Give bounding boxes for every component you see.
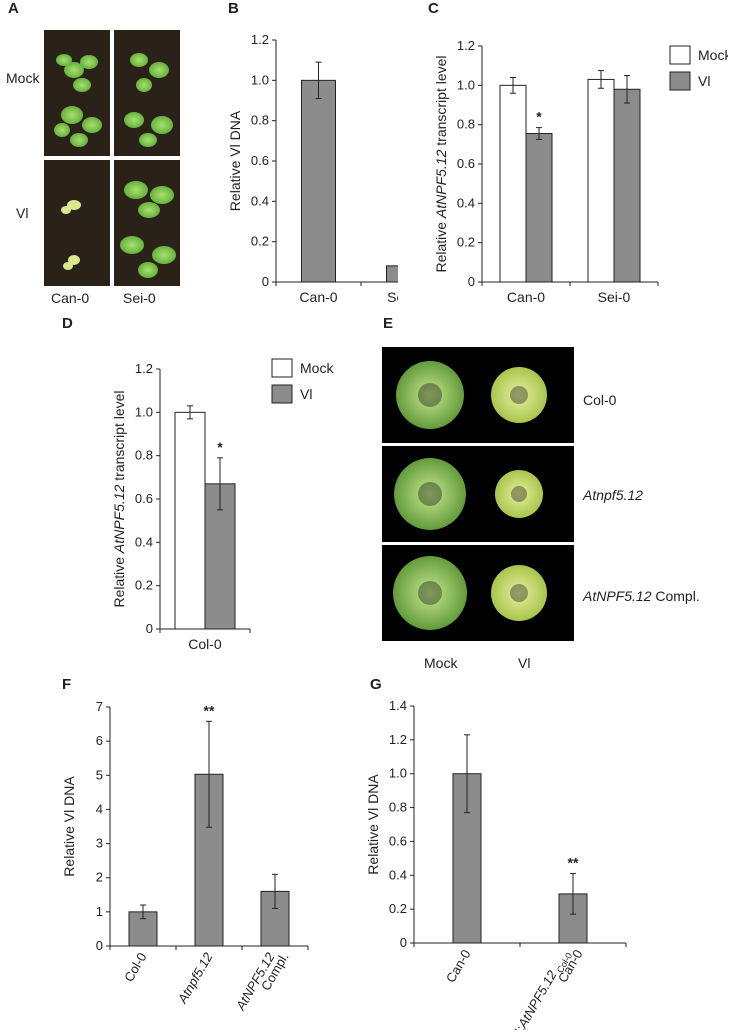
- y-tick-label: 0.8: [457, 117, 475, 132]
- y-tick-label: 0.6: [389, 833, 407, 848]
- legend-label-mock: Mock: [698, 47, 728, 63]
- legend-label-mock: Mock: [300, 360, 334, 376]
- panel-letter-e: E: [383, 315, 394, 332]
- x-tick-label: Sei-0: [387, 289, 398, 305]
- y-tick-label: 0.6: [135, 491, 153, 506]
- y-tick-label: 1.2: [251, 32, 269, 47]
- bar: [613, 88, 641, 283]
- panel-letter-c: C: [428, 0, 439, 17]
- y-tick-label: 5: [96, 767, 103, 782]
- y-tick-label: 0: [262, 274, 269, 289]
- y-axis-label: Relative AtNPF5.12 transcript level: [111, 390, 127, 607]
- bar: [587, 78, 615, 283]
- chart-b: 00.20.40.60.81.01.2*Relative Vl DNACan-0…: [228, 32, 398, 305]
- y-tick-label: 0.2: [251, 234, 269, 249]
- y-tick-label: 0.2: [135, 578, 153, 593]
- row-label-vl: Vl: [16, 205, 29, 221]
- x-tick-label: Sei-0: [598, 289, 631, 305]
- panel-letter-g: G: [370, 676, 382, 693]
- panel-letter-f: F: [62, 676, 72, 693]
- y-tick-label: 0.6: [251, 153, 269, 168]
- plant-photo-a: [44, 30, 180, 286]
- y-tick-label: 0.4: [389, 867, 407, 882]
- legend-label-vl: Vl: [300, 386, 312, 402]
- y-axis-label: Relative AtNPF5.12 transcript level: [433, 55, 449, 272]
- y-tick-label: 1.0: [389, 766, 407, 781]
- y-tick-label: 0.2: [457, 235, 475, 250]
- legend-swatch-mock: [271, 358, 293, 378]
- x-tick-label: 35S:AtNPF5.12 Col-0: [501, 947, 574, 1030]
- y-tick-label: 3: [96, 836, 103, 851]
- y-tick-label: 0.6: [457, 156, 475, 171]
- y-tick-label: 7: [96, 699, 103, 714]
- y-tick-label: 0: [400, 935, 407, 950]
- y-tick-label: 0.8: [389, 800, 407, 815]
- e-col-label-mock: Mock: [424, 655, 458, 671]
- plant-photo-e: [382, 347, 574, 641]
- y-tick-label: 1.0: [135, 404, 153, 419]
- bar: [525, 133, 553, 283]
- y-tick-label: 0.8: [135, 448, 153, 463]
- significance-mark: *: [536, 109, 542, 125]
- bar: [499, 84, 527, 283]
- bar: [301, 79, 336, 283]
- legend-swatch-vl: [271, 384, 293, 404]
- panel-letter-d: D: [62, 315, 73, 332]
- e-row-label-atnpf: Atnpf5.12: [583, 487, 643, 503]
- y-tick-label: 0: [96, 938, 103, 953]
- x-tick-label: Can-0: [443, 947, 474, 985]
- y-tick-label: 1.4: [389, 698, 407, 713]
- y-tick-label: 4: [96, 801, 103, 816]
- x-tick-label: Can-0: [299, 289, 337, 305]
- chart-c: 0 0.2 0.4 0.6 0.8 1.0 1.2 * Relative AtNPF5.12 t…: [433, 38, 728, 305]
- y-tick-label: 0: [468, 274, 475, 289]
- y-tick-label: 2: [96, 870, 103, 885]
- panel-letter-b: B: [228, 0, 239, 17]
- y-tick-label: 0: [146, 621, 153, 636]
- panel-letter-a: A: [8, 0, 19, 17]
- legend-swatch-vl: [669, 71, 691, 91]
- significance-mark: *: [217, 439, 223, 455]
- e-row-label-compl: AtNPF5.12 Compl.: [583, 588, 700, 604]
- bar: [174, 411, 206, 630]
- y-tick-label: 0.2: [389, 901, 407, 916]
- y-tick-label: 0.4: [135, 534, 153, 549]
- y-tick-label: 1.2: [135, 361, 153, 376]
- y-tick-label: 0.4: [251, 193, 269, 208]
- chart-d: 0 0.2 0.4 0.6 0.8 1.0 1.2 * Relative AtNPF5.12 t…: [111, 358, 334, 652]
- significance-mark: **: [568, 855, 579, 871]
- y-tick-label: 1.0: [457, 77, 475, 92]
- x-tick-label: Can-0: [507, 289, 545, 305]
- bar: [386, 265, 398, 283]
- y-tick-label: 6: [96, 733, 103, 748]
- bar: [260, 890, 290, 947]
- legend-label-vl: Vl: [698, 73, 710, 89]
- legend-swatch-mock: [669, 45, 691, 65]
- y-tick-label: 1.2: [457, 38, 475, 53]
- x-tick-label: Atnpf5.12: [174, 949, 216, 1006]
- y-tick-label: 1.2: [389, 732, 407, 747]
- col-label-sei0: Sei-0: [123, 290, 156, 306]
- significance-mark: **: [204, 702, 215, 718]
- col-label-can0: Can-0: [51, 290, 90, 306]
- row-label-mock: Mock: [6, 70, 40, 86]
- e-col-label-vl: Vl: [518, 655, 531, 671]
- y-axis-label: Relative Vl DNA: [365, 774, 381, 875]
- y-axis-label: Relative Vl DNA: [228, 110, 243, 211]
- y-tick-label: 1.0: [251, 72, 269, 87]
- x-tick-label: Col-0: [188, 636, 222, 652]
- y-axis-label: Relative Vl DNA: [61, 776, 77, 877]
- y-tick-label: 1: [96, 904, 103, 919]
- chart-g: 0 0.2 0.4 0.6 0.8 1.0 1.2 1.4 ** Relative Vl DNA C…: [365, 698, 627, 1030]
- y-tick-label: 0.8: [251, 113, 269, 128]
- e-row-label-col0: Col-0: [583, 392, 617, 408]
- x-tick-label: Col-0: [121, 950, 150, 984]
- y-tick-label: 0.4: [457, 195, 475, 210]
